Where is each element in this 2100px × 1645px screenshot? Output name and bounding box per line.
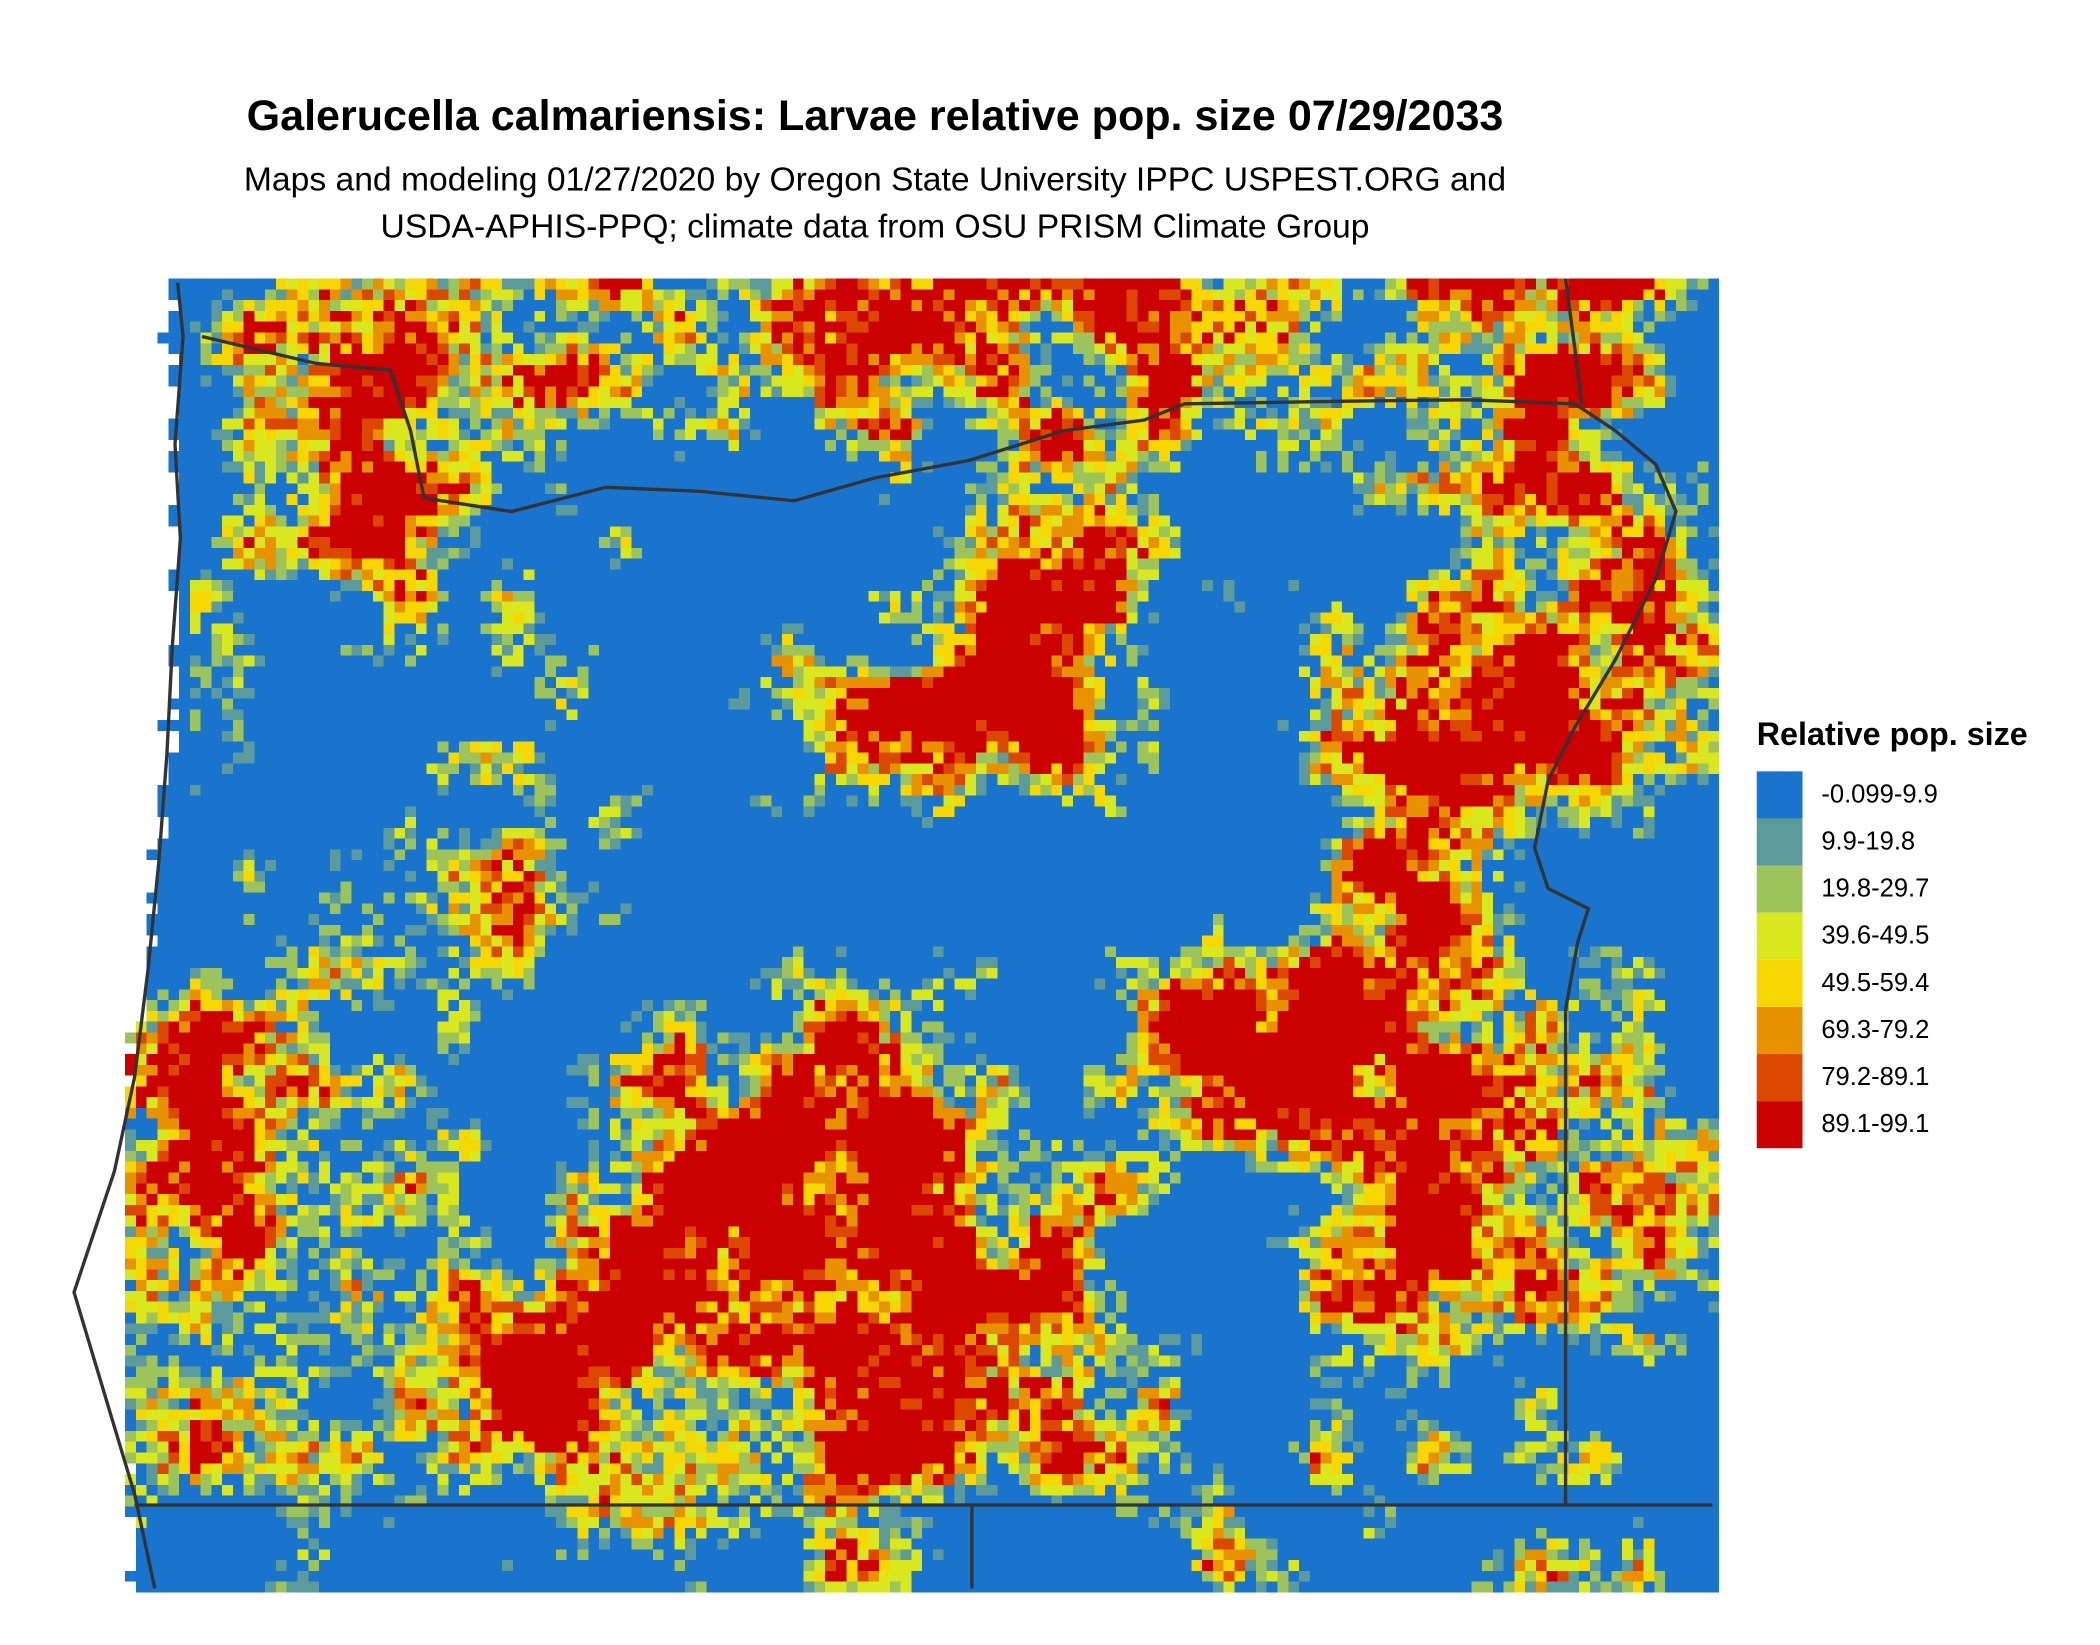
map-cells [125, 278, 1720, 1582]
borders [72, 278, 1713, 1589]
state-border [1563, 278, 1584, 405]
map-cells [125, 278, 1720, 1593]
legend-label: 49.5-59.4 [1821, 969, 1929, 997]
legend-swatch [1756, 1006, 1803, 1055]
state-border [201, 334, 1678, 1506]
map-cells [125, 278, 1720, 1593]
legend-swatch [1756, 959, 1803, 1007]
legend: -0.099-9.9 9.9-19.8 19.8-29.7 39.6-49.5 49.5… [1756, 771, 1938, 1149]
subtitle: Maps and modeling 01/27/2020 by Oregon S… [244, 162, 1506, 199]
legend-swatch [1756, 1101, 1803, 1149]
coastline [72, 282, 185, 1589]
legend-label: 19.8-29.7 [1821, 875, 1929, 903]
legend-title: Relative pop. size [1757, 716, 2028, 752]
map-cells [125, 278, 1720, 1593]
legend-label: -0.099-9.9 [1821, 780, 1938, 808]
legend-label: 9.9-19.8 [1821, 827, 1915, 855]
title: Galerucella calmariensis: Larvae relativ… [247, 92, 1504, 140]
map-cells [125, 278, 1709, 1582]
legend-swatch [1756, 1054, 1803, 1102]
map-cells [125, 278, 1720, 1593]
legend-label: 69.3-79.2 [1821, 1016, 1929, 1044]
legend-swatch [1756, 771, 1803, 819]
raster-map [125, 278, 1720, 1593]
legend-swatch [1756, 818, 1803, 866]
legend-swatch [1756, 912, 1803, 960]
legend-label: 89.1-99.1 [1821, 1110, 1929, 1138]
subtitle: USDA-APHIS-PPQ; climate data from OSU PR… [381, 209, 1370, 246]
legend-swatch [1756, 865, 1803, 913]
legend-label: 39.6-49.5 [1821, 922, 1929, 950]
map-cells [125, 278, 1720, 1593]
legend-label: 79.2-89.1 [1821, 1063, 1929, 1091]
